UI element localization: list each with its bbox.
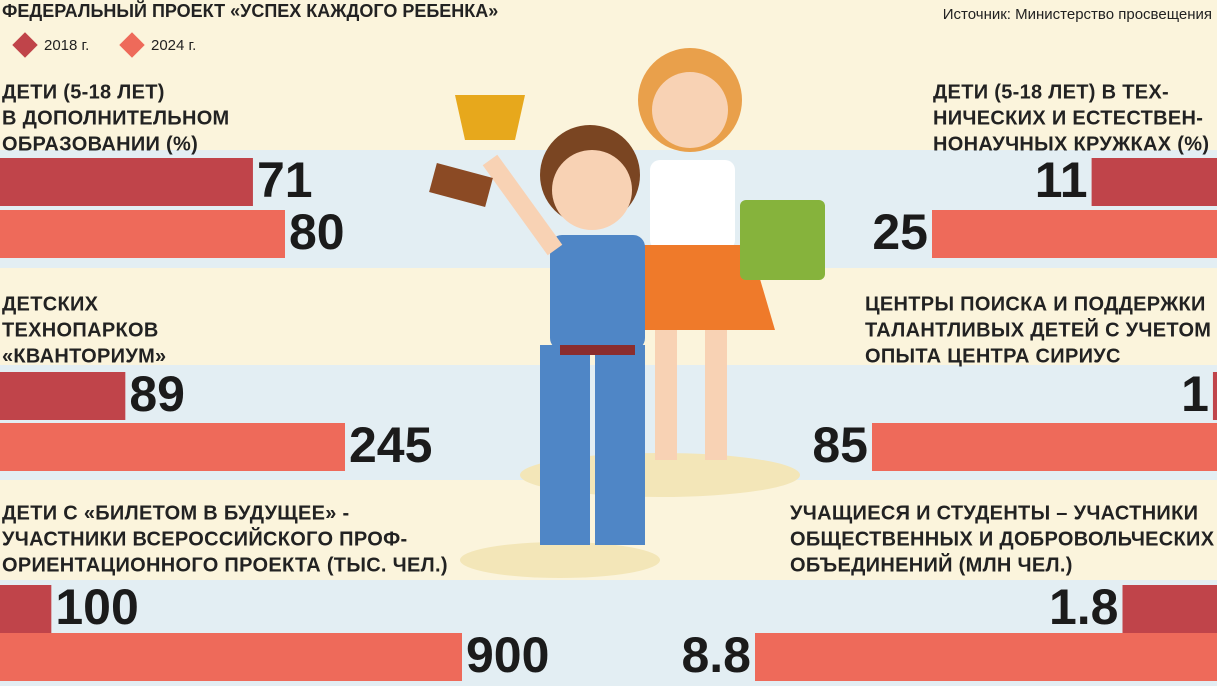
value-label: 11 [1035,152,1088,208]
bar [0,210,285,258]
bar [1122,585,1217,633]
value-label: 71 [257,152,313,208]
chart-title: В ДОПОЛНИТЕЛЬНОМ [2,107,230,129]
value-label: 80 [289,204,345,260]
value-label: 245 [349,417,432,473]
bar [0,585,52,633]
chart-title: ОПЫТА ЦЕНТРА СИРИУС [865,345,1121,367]
legend-label: 2024 г. [151,37,196,54]
chart-title: УЧАЩИЕСЯ И СТУДЕНТЫ – УЧАСТНИКИ [790,502,1198,524]
legend-swatch [12,32,38,58]
chart-title: ДЕТСКИХ [2,293,99,315]
bar [932,210,1217,258]
chart-title: НИЧЕСКИХ И ЕСТЕСТВЕН- [933,107,1203,129]
value-label: 1 [1181,366,1209,422]
bar [755,633,1217,681]
value-label: 1.8 [1049,579,1119,635]
chart-title: «КВАНТОРИУМ» [2,345,166,367]
illustration [429,48,825,578]
value-label: 100 [55,579,138,635]
bar [0,158,253,206]
bar [0,633,462,681]
chart-title: ДЕТИ (5-18 ЛЕТ) В ТЕХ- [933,81,1169,103]
value-label: 25 [872,204,928,260]
chart-title: ЦЕНТРЫ ПОИСКА И ПОДДЕРЖКИ [865,293,1206,315]
bar [1212,372,1217,420]
title: ФЕДЕРАЛЬНЫЙ ПРОЕКТ «УСПЕХ КАЖДОГО РЕБЕНК… [2,0,498,21]
chart-title: УЧАСТНИКИ ВСЕРОССИЙСКОГО ПРОФ- [2,526,407,550]
chart-title: ТАЛАНТЛИВЫХ ДЕТЕЙ С УЧЕТОМ [865,317,1211,341]
bar [0,372,126,420]
chart-title: НОНАУЧНЫХ КРУЖКАХ (%) [933,133,1209,155]
value-label: 89 [129,366,185,422]
legend-label: 2018 г. [44,37,89,54]
chart-title: ОБЩЕСТВЕННЫХ И ДОБРОВОЛЬЧЕСКИХ [790,528,1215,550]
value-label: 85 [812,417,868,473]
bar [0,423,345,471]
chart-title: ДЕТИ (5-18 ЛЕТ) [2,81,165,103]
value-label: 900 [466,627,549,683]
source: Источник: Министерство просвещения [943,6,1212,23]
chart-title: ТЕХНОПАРКОВ [2,319,159,341]
value-label: 8.8 [681,627,751,683]
bar [872,423,1217,471]
chart-title: ДЕТИ С «БИЛЕТОМ В БУДУЩЕЕ» - [2,502,350,524]
chart-title: ОБРАЗОВАНИИ (%) [2,133,198,155]
chart-title: ОБЪЕДИНЕНИЙ (МЛН ЧЕЛ.) [790,552,1073,576]
chart-title: ОРИЕНТАЦИОННОГО ПРОЕКТА (ТЫС. ЧЕЛ.) [2,554,448,576]
bar [1091,158,1217,206]
